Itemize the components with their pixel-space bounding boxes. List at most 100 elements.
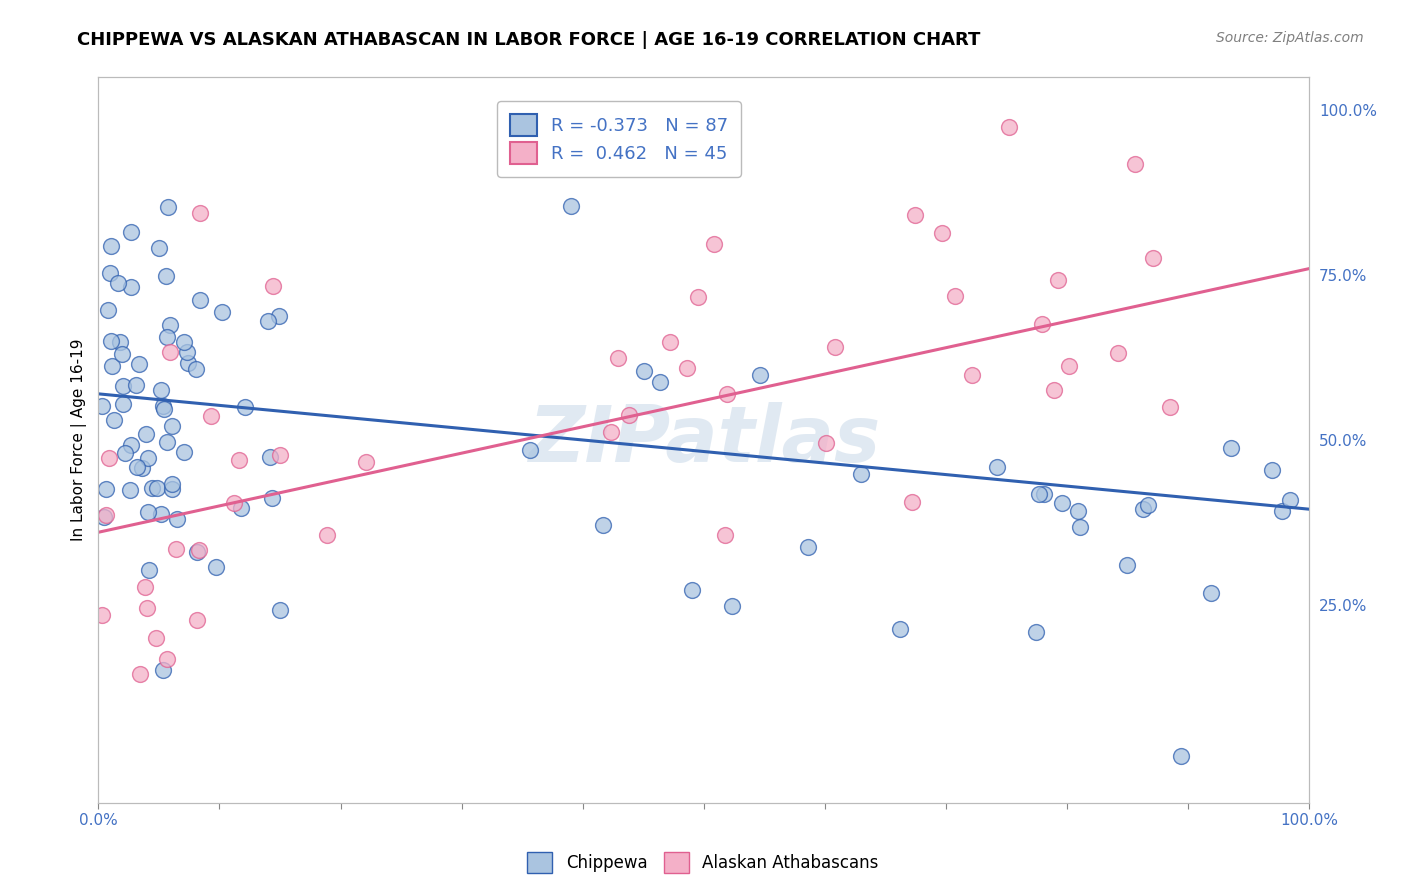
Point — [1050, 496, 1073, 510]
Point — [1031, 317, 1053, 331]
Point — [1279, 492, 1302, 507]
Point — [138, 563, 160, 577]
Point — [100, 359, 122, 373]
Point — [721, 599, 744, 613]
Point — [269, 448, 291, 462]
Point — [188, 293, 211, 308]
Point — [889, 622, 911, 636]
Point — [1271, 504, 1294, 518]
Point — [186, 614, 208, 628]
Point — [228, 453, 250, 467]
Point — [354, 455, 377, 469]
Point — [156, 330, 179, 344]
Point — [849, 467, 872, 481]
Point — [962, 368, 984, 383]
Point — [796, 540, 818, 554]
Point — [1125, 156, 1147, 170]
Point — [159, 345, 181, 359]
Point — [1199, 586, 1222, 600]
Text: CHIPPEWA VS ALASKAN ATHABASCAN IN LABOR FORCE | AGE 16-19 CORRELATION CHART: CHIPPEWA VS ALASKAN ATHABASCAN IN LABOR … — [77, 31, 981, 49]
Point — [200, 409, 222, 424]
Point — [1115, 558, 1137, 573]
Point — [519, 442, 541, 457]
Point — [814, 436, 837, 450]
Point — [120, 280, 142, 294]
Point — [134, 580, 156, 594]
Point — [824, 340, 846, 354]
Point — [257, 313, 280, 327]
Point — [269, 603, 291, 617]
Point — [1219, 441, 1241, 455]
Point — [600, 425, 623, 439]
Point — [141, 481, 163, 495]
Point — [986, 460, 1008, 475]
Point — [648, 375, 671, 389]
Point — [703, 237, 725, 252]
Point — [111, 379, 134, 393]
Point — [111, 346, 134, 360]
Point — [128, 666, 150, 681]
Point — [686, 290, 709, 304]
Point — [260, 491, 283, 505]
Point — [136, 601, 159, 615]
Point — [120, 438, 142, 452]
Point — [120, 225, 142, 239]
Point — [145, 631, 167, 645]
Point — [560, 199, 582, 213]
Point — [176, 345, 198, 359]
Point — [162, 482, 184, 496]
Point — [1107, 346, 1129, 360]
Point — [173, 334, 195, 349]
Point — [107, 277, 129, 291]
Point — [159, 318, 181, 332]
Point — [149, 507, 172, 521]
Point — [153, 401, 176, 416]
Point — [177, 356, 200, 370]
Point — [156, 201, 179, 215]
Point — [187, 542, 209, 557]
Point — [112, 397, 135, 411]
Point — [204, 560, 226, 574]
Point — [1033, 486, 1056, 500]
Point — [716, 387, 738, 401]
Point — [94, 508, 117, 522]
Point — [1261, 463, 1284, 477]
Point — [100, 239, 122, 253]
Point — [118, 483, 141, 497]
Point — [155, 434, 177, 449]
Legend: R = -0.373   N = 87, R =  0.462   N = 45: R = -0.373 N = 87, R = 0.462 N = 45 — [498, 101, 741, 177]
Point — [155, 269, 177, 284]
Point — [96, 482, 118, 496]
Point — [748, 368, 770, 382]
Point — [125, 459, 148, 474]
Point — [592, 517, 614, 532]
Text: Source: ZipAtlas.com: Source: ZipAtlas.com — [1216, 31, 1364, 45]
Point — [165, 542, 187, 557]
Point — [1159, 401, 1181, 415]
Y-axis label: In Labor Force | Age 16-19: In Labor Force | Age 16-19 — [72, 339, 87, 541]
Point — [91, 607, 114, 622]
Point — [259, 450, 281, 465]
Point — [188, 206, 211, 220]
Point — [166, 512, 188, 526]
Point — [149, 383, 172, 397]
Point — [1132, 501, 1154, 516]
Point — [146, 481, 169, 495]
Point — [100, 334, 122, 348]
Point — [103, 412, 125, 426]
Point — [90, 400, 112, 414]
Point — [943, 289, 966, 303]
Point — [135, 427, 157, 442]
Point — [1028, 487, 1050, 501]
Text: ZIPatlas: ZIPatlas — [527, 402, 880, 478]
Point — [128, 357, 150, 371]
Point — [316, 527, 339, 541]
Point — [931, 227, 953, 241]
Point — [98, 266, 121, 280]
Point — [114, 445, 136, 459]
Point — [681, 583, 703, 598]
Point — [1067, 504, 1090, 518]
Point — [1142, 251, 1164, 265]
Point — [1059, 359, 1081, 373]
Point — [904, 209, 927, 223]
